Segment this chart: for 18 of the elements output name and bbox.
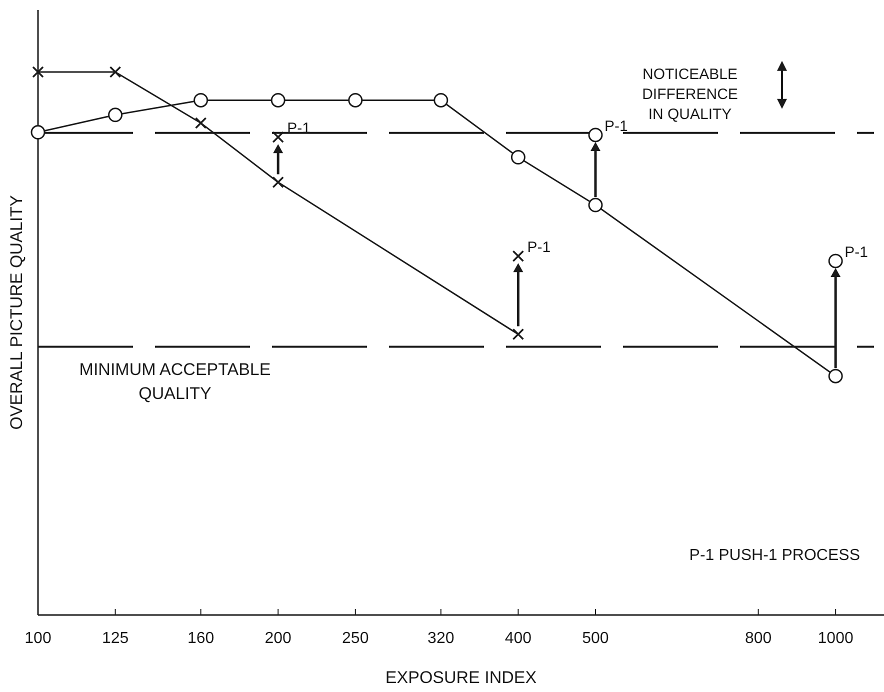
x-tick-label: 125 (102, 630, 129, 647)
ref-line-label: MINIMUM ACCEPTABLE QUALITY (79, 360, 271, 403)
x-tick-label: 320 (428, 630, 454, 647)
x-tick-label: 400 (504, 630, 532, 647)
annotation: NOTICEABLE DIFFERENCE IN QUALITY (642, 66, 738, 123)
annotation: P-1 (844, 244, 868, 261)
x-tick-label: 800 (744, 630, 772, 647)
annotation: P-1 (604, 118, 628, 135)
x-tick-label: 100 (24, 630, 52, 647)
x-tick-label: 160 (187, 630, 214, 647)
annotation: P-1 PUSH-1 PROCESS (689, 547, 860, 564)
x-tick-label: 1000 (818, 630, 854, 647)
annotation: P-1 (527, 239, 551, 256)
x-tick-label: 500 (582, 630, 609, 647)
x-tick-label: 200 (264, 630, 292, 647)
x-axis-title: EXPOSURE INDEX (385, 668, 537, 687)
y-axis-title: OVERALL PICTURE QUALITY (7, 195, 26, 430)
x-tick-label: 250 (342, 630, 369, 647)
